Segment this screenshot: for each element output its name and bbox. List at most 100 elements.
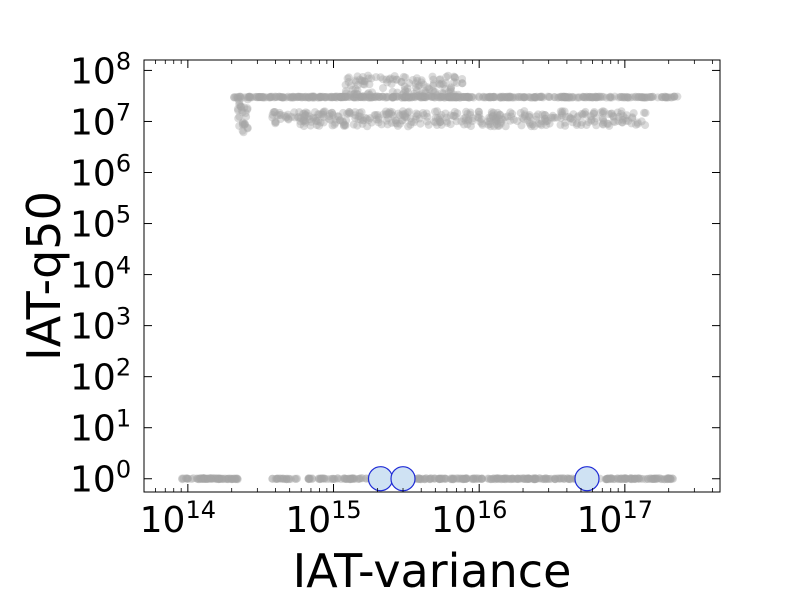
data-point [580, 109, 588, 117]
data-point [609, 112, 617, 120]
data-point [492, 93, 500, 101]
data-point [451, 74, 459, 82]
data-point [447, 83, 455, 91]
data-point [492, 475, 500, 483]
data-point [375, 93, 383, 101]
data-point [393, 76, 401, 84]
data-point [404, 88, 412, 96]
data-point [568, 93, 576, 101]
data-point [504, 475, 512, 483]
data-point [432, 114, 440, 122]
point-cluster-1 [268, 474, 677, 483]
data-point [489, 112, 497, 120]
data-point [435, 76, 443, 84]
data-point [532, 112, 540, 120]
x-tick-label: 1014 [140, 496, 216, 541]
data-point [271, 93, 279, 101]
data-point [540, 475, 548, 483]
data-point [495, 122, 503, 130]
data-point [478, 120, 486, 128]
y-tick-label: 100 [70, 456, 131, 501]
data-point [466, 109, 474, 117]
data-point [404, 122, 412, 130]
data-point [433, 107, 441, 115]
data-point [412, 83, 420, 91]
data-point [296, 117, 304, 125]
data-point [330, 475, 338, 483]
data-point [505, 93, 513, 101]
data-point [317, 93, 325, 101]
data-point [530, 122, 538, 130]
data-point [618, 475, 626, 483]
data-point [342, 87, 350, 95]
data-point [556, 475, 564, 483]
data-point [383, 78, 391, 86]
data-point [312, 114, 320, 122]
data-point [443, 119, 451, 127]
data-point [412, 112, 420, 120]
data-point [611, 93, 619, 101]
data-point [596, 93, 604, 101]
x-axis-title: IAT-variance [293, 544, 572, 598]
data-point [363, 122, 371, 130]
data-point [631, 475, 639, 483]
data-point [647, 93, 655, 101]
data-point [366, 91, 374, 99]
data-point [661, 93, 669, 101]
y-tick-label: 108 [70, 47, 131, 92]
data-point [664, 475, 672, 483]
data-point [358, 77, 366, 85]
data-point [429, 73, 437, 81]
data-point [279, 475, 287, 483]
y-tick-label: 104 [70, 252, 131, 297]
data-point [425, 92, 433, 100]
data-point [565, 475, 573, 483]
data-point [473, 475, 481, 483]
data-point [184, 475, 192, 483]
data-point [215, 475, 223, 483]
data-point [638, 117, 646, 125]
data-point [354, 115, 362, 123]
y-tick-label: 105 [70, 201, 131, 246]
data-point [331, 93, 339, 101]
data-point [258, 93, 266, 101]
point-cluster-0 [178, 474, 242, 483]
data-point [561, 122, 569, 130]
data-point [623, 111, 631, 119]
data-point [425, 475, 433, 483]
x-tick-label: 1015 [285, 496, 361, 541]
data-point [374, 116, 382, 124]
data-point [569, 115, 577, 123]
data-point [413, 74, 421, 82]
data-point [632, 93, 640, 101]
data-point [600, 108, 608, 116]
data-point [673, 93, 681, 101]
data-point [393, 120, 401, 128]
data-point [346, 475, 354, 483]
data-point [352, 85, 360, 93]
data-point [287, 475, 295, 483]
data-point [393, 89, 401, 97]
y-axis-title: IAT-q50 [17, 191, 71, 361]
data-point [320, 119, 328, 127]
y-tick-label: 107 [70, 98, 131, 143]
data-point [654, 474, 662, 482]
data-point [442, 110, 450, 118]
data-point [517, 109, 525, 117]
data-point [620, 94, 628, 102]
data-point [401, 74, 409, 82]
data-point [433, 91, 441, 99]
data-point [329, 111, 337, 119]
y-tick-label: 102 [70, 354, 131, 399]
data-point [558, 111, 566, 119]
data-point [591, 118, 599, 126]
data-point [545, 93, 553, 101]
data-point [561, 93, 569, 101]
data-point [420, 81, 428, 89]
y-tick-label: 103 [70, 303, 131, 348]
data-point [451, 108, 459, 116]
data-point [271, 108, 279, 116]
data-point [385, 110, 393, 118]
data-point [537, 93, 545, 101]
